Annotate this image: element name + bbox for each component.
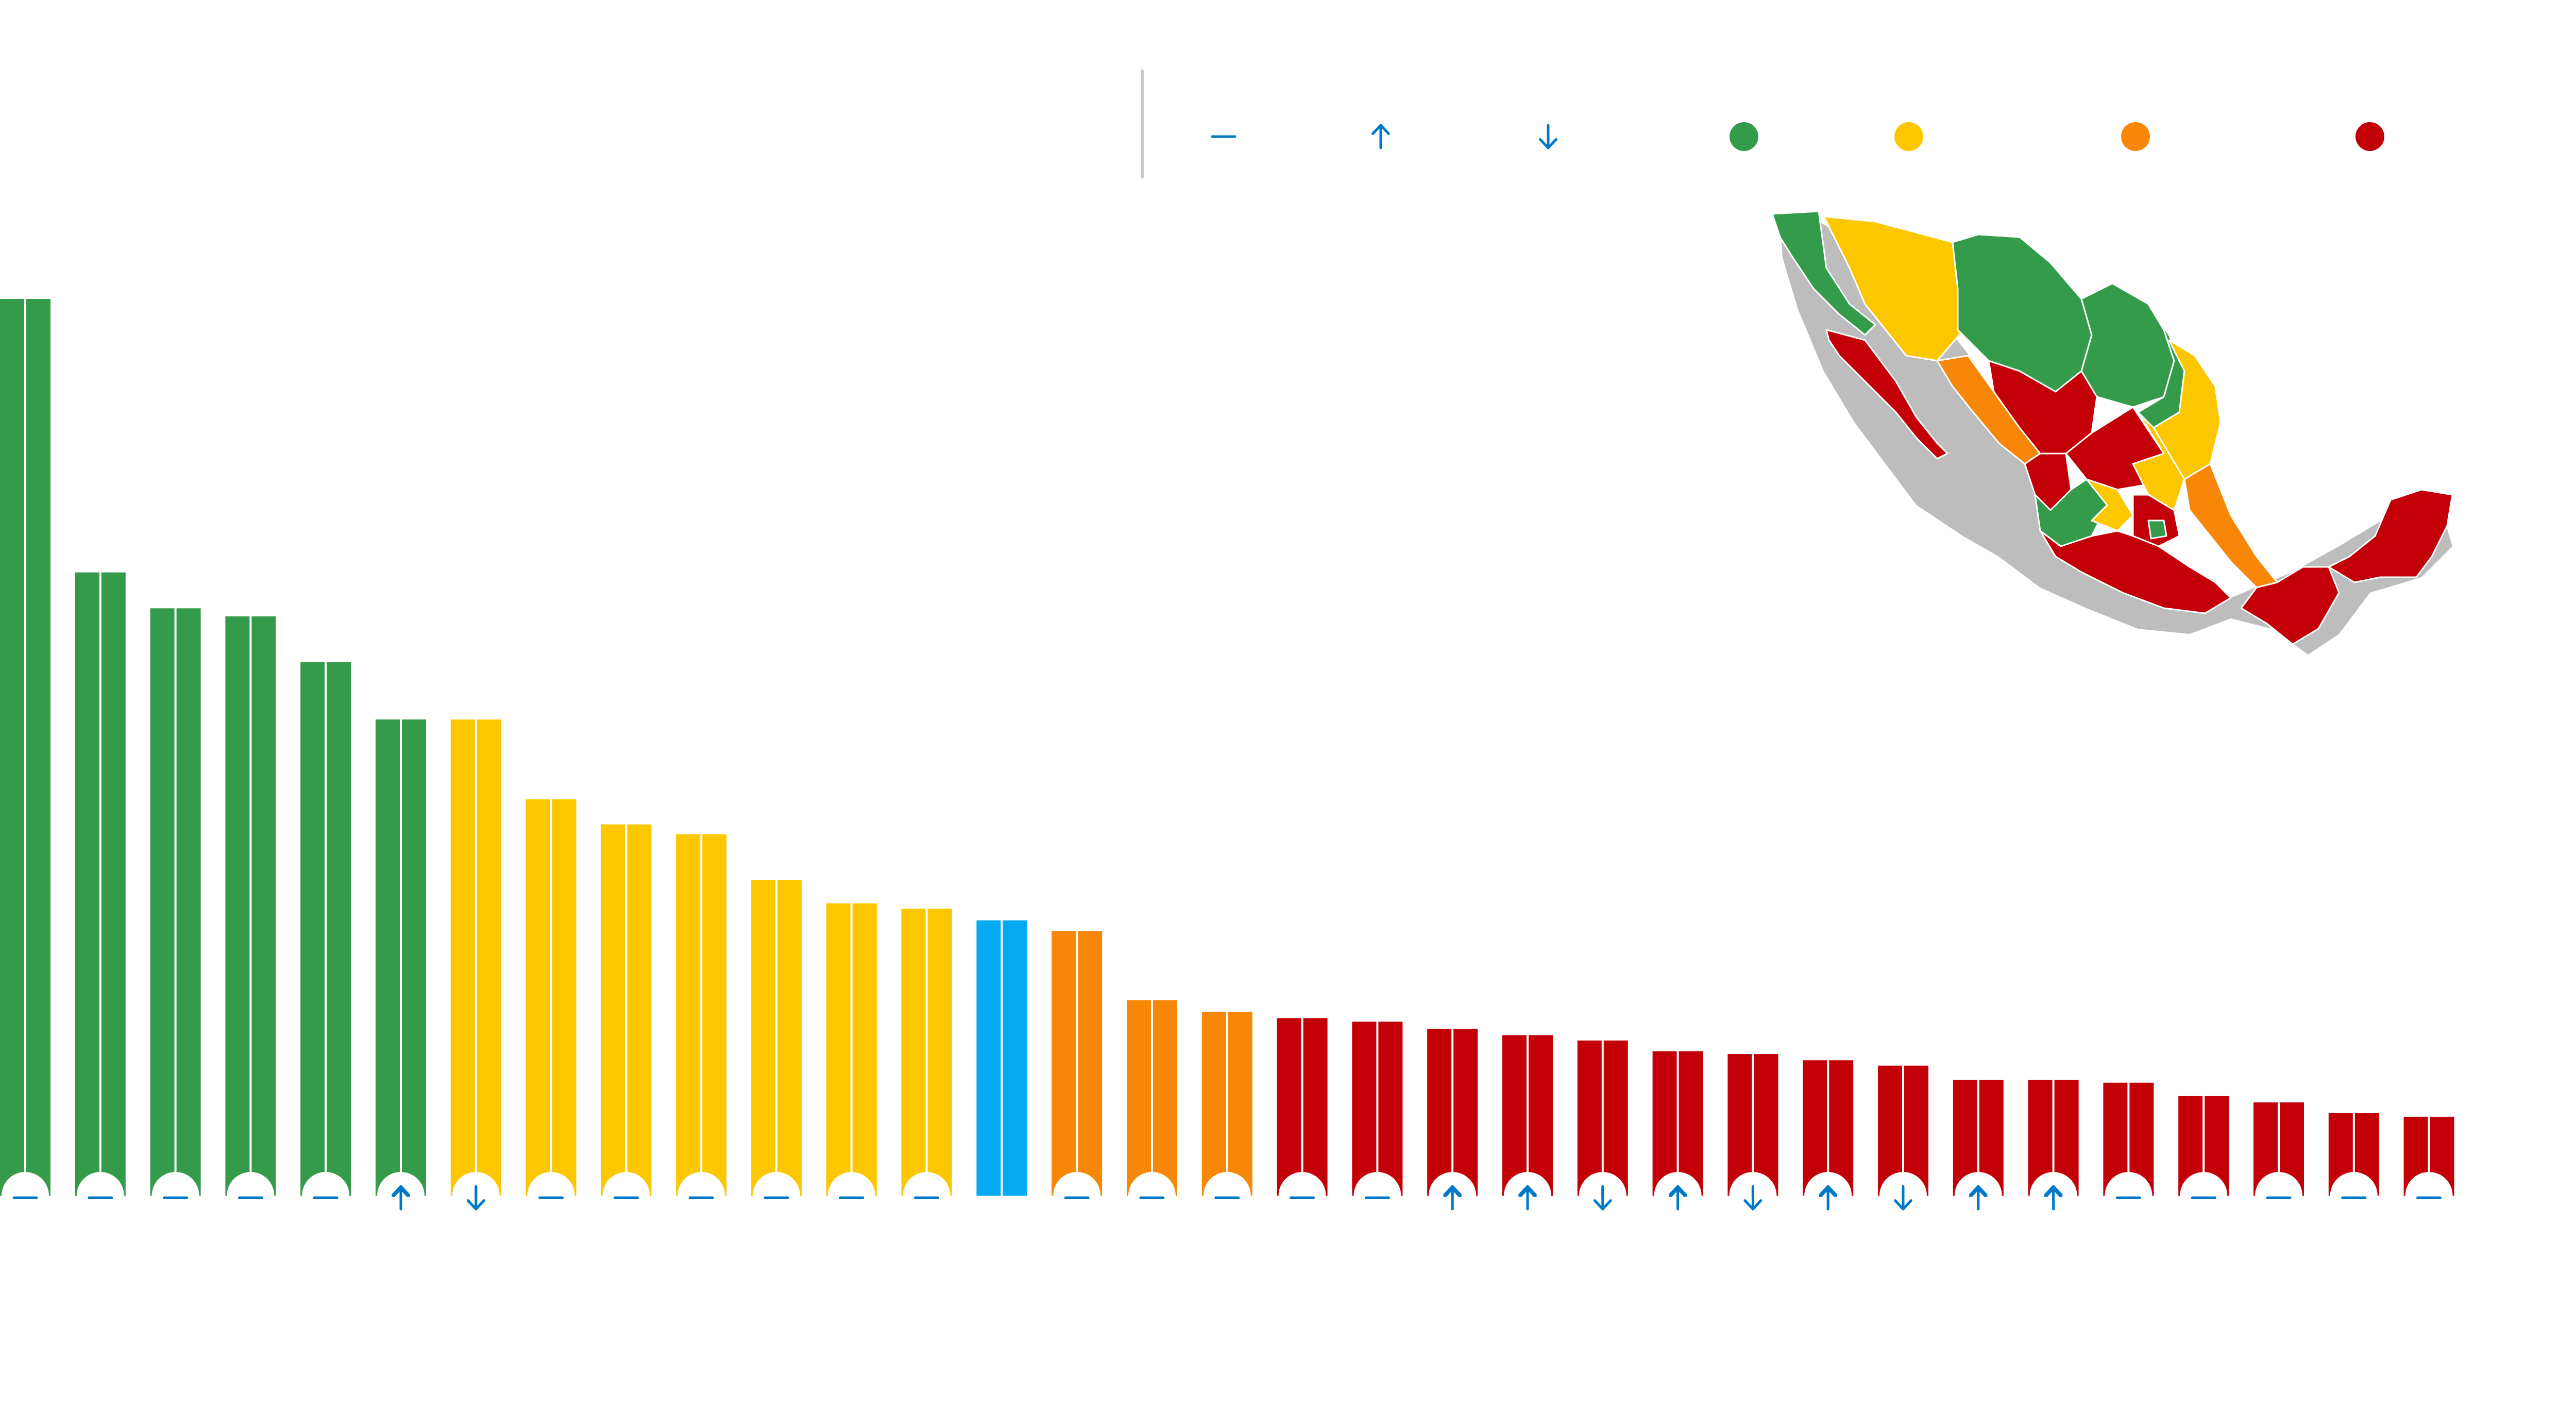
arrow-up-icon xyxy=(1443,1185,1462,1211)
bar-divider xyxy=(400,719,402,1196)
bar-group xyxy=(450,719,501,1219)
bar-group xyxy=(300,662,351,1219)
legend-dot-red xyxy=(2355,122,2384,151)
bar-divider xyxy=(2127,1082,2130,1196)
bar-group xyxy=(976,920,1027,1196)
bar-divider xyxy=(474,719,477,1196)
bar-divider xyxy=(1977,1080,1979,1196)
arrow-up-icon xyxy=(1969,1185,1988,1211)
map-region-yucatan xyxy=(2328,489,2453,583)
arrow-up-icon xyxy=(1819,1185,1838,1211)
arrow-down-icon xyxy=(1894,1185,1912,1211)
bar-divider xyxy=(1676,1051,1679,1196)
legend xyxy=(1211,122,2384,151)
bar-group xyxy=(601,824,652,1219)
map-region-chiapas xyxy=(2240,566,2340,645)
arrow-up-icon xyxy=(392,1185,410,1211)
bar-group xyxy=(1052,931,1103,1219)
bar-divider xyxy=(1752,1054,1754,1196)
bar-divider xyxy=(1301,1018,1303,1196)
bar-group xyxy=(0,299,50,1219)
bar-divider xyxy=(1827,1060,1829,1196)
arrow-down-icon xyxy=(466,1185,485,1211)
bar-divider xyxy=(1226,1012,1228,1196)
map-region-baja-north xyxy=(1771,210,1876,336)
bar-divider xyxy=(24,299,26,1196)
legend-dot-yellow xyxy=(1894,122,1923,151)
bar-divider xyxy=(1527,1035,1529,1196)
map-region-baja-south xyxy=(1825,329,1948,460)
bar-group xyxy=(901,909,952,1219)
bar-divider xyxy=(174,608,177,1196)
legend-divider xyxy=(1141,70,1144,178)
bar-divider xyxy=(1902,1065,1904,1196)
arrow-up-icon xyxy=(1518,1185,1537,1211)
bar-divider xyxy=(2202,1096,2205,1196)
bar-divider xyxy=(1076,931,1078,1196)
bar-divider xyxy=(1601,1040,1604,1196)
bar-divider xyxy=(700,834,703,1196)
bar-group xyxy=(75,572,126,1219)
bar-group xyxy=(1277,1018,1328,1219)
bar-divider xyxy=(2052,1080,2055,1196)
bar-divider xyxy=(850,903,853,1196)
legend-trend-up-icon xyxy=(1371,124,1390,149)
arrow-up-icon xyxy=(1668,1185,1687,1211)
map-region-veracruz xyxy=(2183,463,2278,589)
bar-divider xyxy=(99,572,101,1196)
bar-divider xyxy=(325,662,327,1196)
arrow-down-icon xyxy=(1743,1185,1762,1211)
bar-divider xyxy=(2352,1113,2355,1196)
baseline-mask xyxy=(0,1197,2576,1408)
bar-group xyxy=(225,616,276,1219)
bar-divider xyxy=(2278,1102,2280,1196)
bar-divider xyxy=(925,909,928,1196)
bar-divider xyxy=(2428,1116,2430,1196)
bar-divider xyxy=(249,616,252,1196)
bar-divider xyxy=(1001,920,1003,1196)
mexico-map-icon xyxy=(1771,210,2453,655)
bar-group xyxy=(150,608,201,1219)
bar-group xyxy=(1352,1021,1403,1219)
bar-divider xyxy=(550,799,552,1196)
bar-series xyxy=(0,299,2576,1408)
legend-dot-orange xyxy=(2121,122,2150,151)
bar-group xyxy=(1803,1060,1854,1219)
bar-divider xyxy=(775,880,777,1196)
bar-group xyxy=(1201,1012,1252,1219)
bar-divider xyxy=(625,824,628,1196)
bar-divider xyxy=(1376,1021,1379,1196)
legend-dot-green xyxy=(1730,122,1758,151)
bar-divider xyxy=(1451,1029,1454,1196)
bar-group xyxy=(376,719,426,1219)
bar-group xyxy=(1127,1000,1177,1219)
map-region-coahuila xyxy=(2080,282,2175,408)
bar-divider xyxy=(1151,1000,1153,1196)
legend-trend-down-icon xyxy=(1539,124,1557,149)
arrow-up-icon xyxy=(2044,1185,2063,1211)
bar-group xyxy=(676,834,727,1219)
map-region-cdmx xyxy=(2147,519,2167,540)
bar-group xyxy=(826,903,877,1219)
bar-group xyxy=(526,799,577,1219)
map-region-south-pacific xyxy=(2039,530,2232,614)
bar-group xyxy=(751,880,802,1219)
arrow-down-icon xyxy=(1593,1185,1612,1211)
